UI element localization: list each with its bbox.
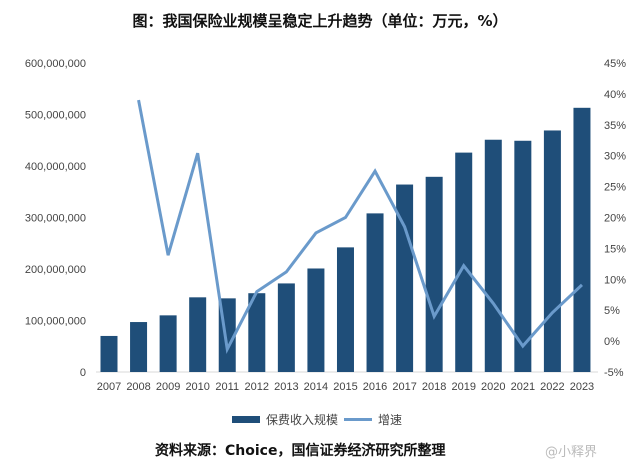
x-tick-label: 2011 xyxy=(215,381,239,393)
y-right-tick-label: 0% xyxy=(604,336,620,348)
y-right-tick-label: 5% xyxy=(604,305,620,317)
x-tick-label: 2007 xyxy=(97,381,121,393)
bar xyxy=(455,152,473,372)
x-tick-label: 2016 xyxy=(363,381,387,393)
growth-line xyxy=(137,99,583,354)
bar xyxy=(277,283,295,372)
bar xyxy=(189,297,207,372)
bar xyxy=(543,130,561,372)
x-tick-label: 2010 xyxy=(185,381,209,393)
bar xyxy=(573,107,591,373)
bar xyxy=(514,140,532,372)
x-tick-label: 2015 xyxy=(333,381,357,393)
bar xyxy=(130,322,148,372)
y-left-tick-label: 500,000,000 xyxy=(25,110,86,122)
chart-title: 图：我国保险业规模呈稳定上升趋势（单位：万元，%） xyxy=(132,12,508,30)
watermark: @小释界 xyxy=(545,445,598,460)
x-tick-label: 2013 xyxy=(274,381,298,393)
y-right-tick-label: 25% xyxy=(604,182,626,194)
y-right-tick-label: 45% xyxy=(604,58,626,70)
bar xyxy=(425,176,443,372)
source-note: 资料来源：Choice，国信证券经济研究所整理 xyxy=(155,443,446,459)
legend-swatch-bar xyxy=(232,416,260,423)
legend: 保费收入规模 增速 xyxy=(232,411,402,428)
y-right-tick-label: -5% xyxy=(604,367,624,379)
y-left-tick-label: 300,000,000 xyxy=(25,213,86,225)
y-right-tick-label: 30% xyxy=(604,151,626,163)
y-left-tick-label: 0 xyxy=(80,367,86,379)
y-left-tick-label: 400,000,000 xyxy=(25,161,86,173)
y-right-tick-label: 15% xyxy=(604,243,626,255)
y-left-tick-label: 600,000,000 xyxy=(25,58,86,70)
x-tick-label: 2017 xyxy=(392,381,416,393)
bar xyxy=(248,293,266,372)
y-right-tick-label: 20% xyxy=(604,213,626,225)
x-tick-label: 2012 xyxy=(245,381,269,393)
x-tick-label: 2009 xyxy=(156,381,180,393)
bar xyxy=(366,213,384,372)
y-right-tick-label: 10% xyxy=(604,274,626,286)
x-tick-label: 2021 xyxy=(511,381,535,393)
x-tick-label: 2019 xyxy=(451,381,475,393)
bar xyxy=(100,335,118,372)
legend-label-line: 增速 xyxy=(378,413,403,427)
bar xyxy=(307,268,325,372)
bar xyxy=(159,315,177,372)
y-left-tick-label: 200,000,000 xyxy=(25,264,86,276)
legend-swatch-line xyxy=(344,418,373,421)
bar xyxy=(336,247,354,372)
bar xyxy=(484,139,502,372)
y-right-tick-label: 35% xyxy=(604,120,626,132)
x-tick-label: 2018 xyxy=(422,381,446,393)
x-tick-label: 2020 xyxy=(481,381,505,393)
x-tick-label: 2008 xyxy=(126,381,150,393)
bar xyxy=(396,184,414,372)
x-tick-label: 2023 xyxy=(570,381,594,393)
y-left-tick-label: 100,000,000 xyxy=(25,316,86,328)
y-right-tick-label: 40% xyxy=(604,89,626,101)
x-tick-label: 2014 xyxy=(304,381,328,393)
chart: 0 100,000,000 200,000,000 300,000,000 400,00… xyxy=(25,58,626,393)
x-tick-label: 2022 xyxy=(540,381,564,393)
legend-label-bar: 保费收入规模 xyxy=(266,413,339,427)
